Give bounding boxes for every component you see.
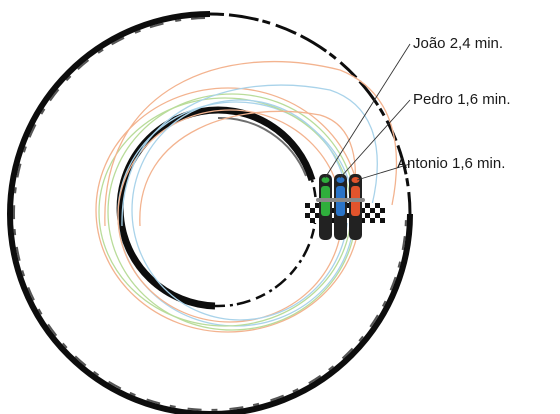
racer-label-pedro: Pedro 1,6 min. bbox=[413, 91, 511, 108]
path-line bbox=[104, 60, 398, 227]
racer-label-antonio: Antonio 1,6 min. bbox=[397, 155, 505, 172]
motorcycle-icon bbox=[331, 174, 350, 240]
motorcycle-icon bbox=[316, 174, 335, 240]
leader-line-antonio bbox=[356, 163, 411, 181]
leader-line-pedro bbox=[339, 99, 411, 179]
racer-label-joao: João 2,4 min. bbox=[413, 35, 503, 52]
path-line bbox=[139, 110, 356, 227]
motorcycle-icon bbox=[346, 174, 365, 240]
leader-line-joao bbox=[324, 43, 411, 179]
path-line bbox=[121, 84, 378, 227]
outer-track-edge bbox=[7, 11, 413, 414]
